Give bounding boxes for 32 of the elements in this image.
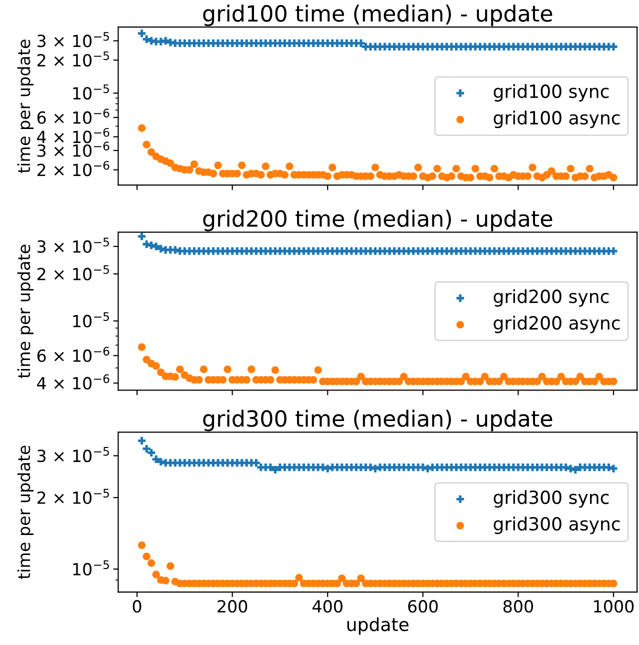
legend-label: grid100 sync xyxy=(494,84,609,102)
y-tick-label: 3 × 10$^{−5}$ xyxy=(38,238,109,253)
y-tick-label: 2 × 10$^{−5}$ xyxy=(37,265,109,280)
chart-title: grid100 time (median) - update xyxy=(203,4,552,26)
y-tick-label: 10$^{−5}$ xyxy=(73,84,109,100)
y-axis-title: time per update xyxy=(17,446,34,580)
legend-label: grid300 async xyxy=(494,516,620,534)
y-tick-label: 2 × 10$^{−5}$ xyxy=(37,51,109,67)
legend-label: grid200 async xyxy=(494,316,620,334)
chart-title: grid200 time (median) - update xyxy=(203,210,552,232)
y-tick-label: 10$^{−5}$ xyxy=(73,312,109,328)
y-tick-label: 4 × 10$^{−6}$ xyxy=(37,374,110,390)
x-tick-label: 400 xyxy=(312,600,342,613)
y-tick-label: 6 × 10$^{−6}$ xyxy=(37,108,110,124)
y-tick-label: 10$^{−5}$ xyxy=(73,560,109,576)
x-tick-label: 200 xyxy=(218,600,248,613)
legend-label: grid100 async xyxy=(494,110,620,128)
x-tick-label: 600 xyxy=(408,600,438,613)
x-tick-label: 800 xyxy=(503,600,534,613)
y-tick-label: 3 × 10$^{−5}$ xyxy=(38,447,109,462)
x-axis-title: update xyxy=(347,617,408,635)
x-tick-label: 1000 xyxy=(594,600,634,613)
y-tick-label: 2 × 10$^{−5}$ xyxy=(37,488,109,504)
y-tick-label: 6 × 10$^{−6}$ xyxy=(37,346,110,362)
legend-label: grid200 sync xyxy=(494,289,609,307)
x-tick-label: 0 xyxy=(132,600,142,613)
legend-label: grid300 sync xyxy=(494,490,609,508)
y-tick-label: 2 × 10$^{−6}$ xyxy=(37,160,110,176)
y-tick-label: 3 × 10$^{−5}$ xyxy=(38,32,109,48)
y-axis-title: time per update xyxy=(17,244,34,378)
chart-title: grid300 time (median) - update xyxy=(203,410,552,432)
y-axis-title: time per update xyxy=(17,40,34,173)
